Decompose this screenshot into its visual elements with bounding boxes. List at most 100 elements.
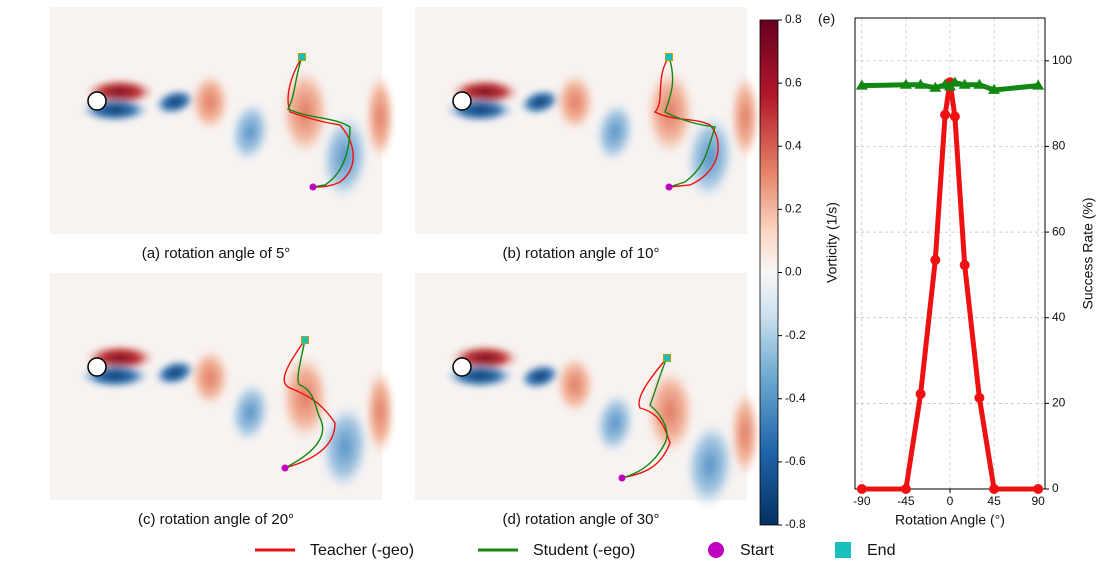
y-tick-label: 20 — [1052, 396, 1066, 410]
x-tick-label: -45 — [897, 494, 915, 508]
panel-caption: (a) rotation angle of 5° — [142, 245, 291, 262]
start-marker — [309, 183, 317, 191]
flow-panel — [50, 273, 395, 500]
colorbar-tick-label: 0.0 — [785, 265, 802, 279]
cylinder — [87, 357, 107, 377]
point — [930, 254, 941, 265]
colorbar-tick-label: -0.6 — [785, 454, 806, 468]
flow-panel — [50, 7, 395, 234]
point — [989, 484, 1000, 494]
point — [929, 81, 942, 92]
vortex — [684, 112, 736, 202]
legend-label: End — [867, 542, 895, 559]
vortex — [229, 380, 271, 445]
teacher-trajectory — [621, 357, 671, 479]
start-marker — [618, 474, 626, 482]
student-trajectory — [621, 357, 668, 479]
student-trajectory — [287, 56, 351, 188]
point — [855, 79, 868, 90]
y-tick-label: 100 — [1052, 53, 1072, 67]
vortex — [365, 72, 395, 162]
point — [973, 78, 986, 89]
y-tick-label: 0 — [1052, 481, 1059, 495]
legend: Teacher (-geo) Student (-ego) Start End — [255, 542, 895, 559]
x-tick-label: 0 — [947, 494, 954, 508]
vortex — [555, 354, 595, 415]
y-tick-label: 40 — [1052, 310, 1066, 324]
y-axis-label: Success Rate (%) — [1080, 197, 1096, 309]
x-tick-label: 45 — [987, 494, 1001, 508]
point — [940, 109, 951, 120]
success-chart: (e) 0 20 40 60 80 100 -90 -45 0 45 90 Rotation Angle… — [818, 11, 1096, 528]
legend-label: Teacher (-geo) — [310, 542, 414, 559]
flow-panel — [415, 7, 760, 234]
vortex — [594, 391, 636, 455]
end-marker — [298, 53, 306, 61]
colorbar: 0.8 0.6 0.4 0.2 0.0 -0.2 -0.4 -0.6 -0.8 Vorticity… — [759, 12, 840, 531]
vortices — [444, 67, 760, 202]
legend-swatch — [835, 542, 851, 558]
cylinder — [452, 357, 472, 377]
colorbar-tick-label: 0.4 — [785, 138, 802, 152]
student-trajectory — [284, 339, 324, 469]
vortex — [280, 352, 330, 443]
vortex — [645, 67, 695, 157]
vortex — [190, 72, 230, 132]
vortex — [645, 366, 695, 457]
teacher-trajectory — [653, 56, 719, 188]
point — [899, 78, 912, 89]
colorbar-label: Vorticity (1/s) — [824, 202, 840, 283]
end-marker — [663, 354, 671, 362]
vortex — [319, 402, 371, 492]
vortex — [684, 420, 736, 510]
panel-caption: (b) rotation angle of 10° — [503, 245, 660, 262]
vortex — [518, 362, 562, 391]
colorbar-tick-label: -0.8 — [785, 517, 806, 531]
flow-panels: (a) rotation angle of 5° (b) rotation ang… — [50, 7, 760, 528]
colorbar-tick-label: 0.6 — [785, 75, 802, 89]
vortex — [555, 72, 595, 132]
vortex — [365, 366, 395, 457]
panel-label: (e) — [818, 11, 835, 27]
vortex — [153, 359, 197, 387]
point — [1033, 484, 1044, 494]
x-tick-label: 90 — [1031, 494, 1045, 508]
point — [915, 388, 926, 399]
plot-frame — [854, 17, 1046, 490]
vortex — [280, 67, 330, 157]
vortex — [594, 100, 636, 164]
vortex — [153, 88, 197, 116]
point — [856, 484, 867, 494]
vortex — [229, 100, 271, 164]
panel-caption: (d) rotation angle of 30° — [503, 511, 660, 528]
panel-caption: (c) rotation angle of 20° — [138, 511, 294, 528]
vortex — [518, 88, 562, 116]
legend-label: Student (-ego) — [533, 542, 635, 559]
point — [974, 392, 985, 403]
vortex — [190, 347, 230, 408]
student-trajectory — [664, 56, 716, 188]
end-marker — [301, 336, 309, 344]
y-tick-label: 60 — [1052, 224, 1066, 238]
end-marker — [665, 53, 673, 61]
colorbar-tick-label: -0.2 — [785, 328, 806, 342]
point — [900, 484, 911, 494]
point — [959, 260, 970, 271]
point — [914, 78, 927, 89]
legend-label: Start — [740, 542, 774, 559]
x-tick-label: -90 — [853, 494, 871, 508]
vortex — [730, 72, 760, 162]
point — [1032, 79, 1045, 90]
start-marker — [665, 183, 673, 191]
flow-panel — [415, 273, 760, 510]
cylinder — [452, 91, 472, 111]
colorbar-tick-label: -0.4 — [785, 391, 806, 405]
cylinder — [87, 91, 107, 111]
x-axis-label: Rotation Angle (°) — [895, 512, 1005, 528]
y-tick-label: 80 — [1052, 139, 1066, 153]
vortex — [730, 388, 760, 479]
point — [949, 111, 960, 122]
point — [988, 83, 1001, 94]
colorbar-tick-label: 0.2 — [785, 202, 802, 216]
